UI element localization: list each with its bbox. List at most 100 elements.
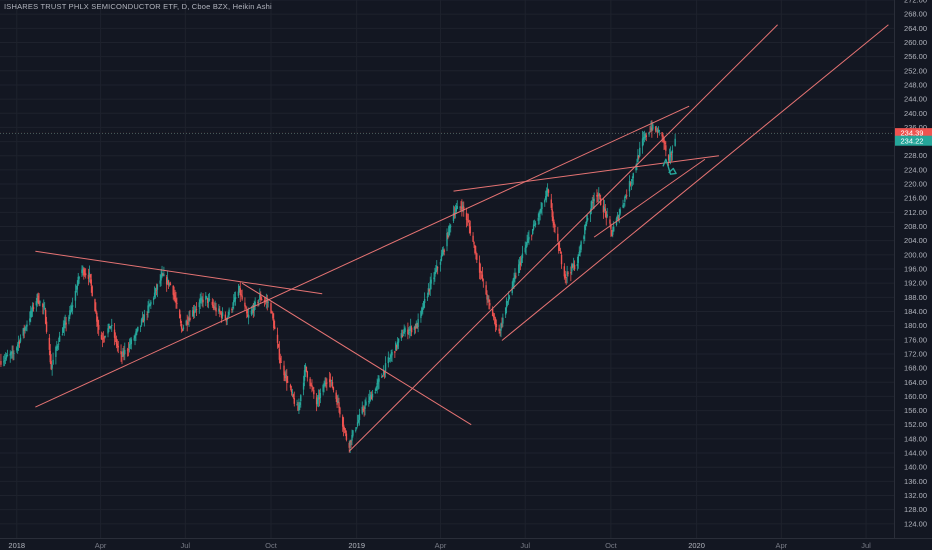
candle-body: [5, 354, 8, 358]
candle-body: [274, 326, 276, 330]
candle: [237, 284, 240, 299]
candle-body: [55, 347, 57, 357]
candle-body: [626, 195, 628, 197]
candle: [662, 133, 664, 143]
candle: [448, 225, 450, 238]
candle: [485, 281, 487, 295]
candle: [186, 314, 188, 332]
candle: [570, 266, 572, 282]
candle: [30, 305, 32, 323]
candle: [414, 323, 417, 334]
trendline[interactable]: [348, 24, 778, 452]
candle-body: [395, 342, 397, 351]
candle-body: [502, 317, 504, 324]
candle-body: [0, 361, 2, 365]
candle-body: [193, 311, 196, 313]
candle-body: [525, 245, 527, 249]
candle: [304, 363, 307, 378]
candle-body: [133, 338, 135, 340]
trendline[interactable]: [453, 155, 719, 192]
price-tick-label: 244.00: [904, 95, 927, 104]
price-tick-label: 240.00: [904, 109, 927, 118]
candle-body: [606, 214, 608, 217]
candle: [342, 414, 344, 432]
candle: [524, 241, 526, 254]
candle: [58, 331, 61, 342]
candle: [583, 234, 585, 244]
candle: [94, 298, 96, 312]
candle: [95, 302, 97, 314]
candle-body: [173, 292, 175, 296]
candle: [130, 337, 133, 350]
candle-body: [12, 352, 14, 354]
trendline[interactable]: [35, 250, 323, 295]
candle: [100, 331, 103, 340]
candle: [96, 311, 98, 327]
candle: [127, 342, 130, 357]
candle-body: [56, 346, 58, 349]
candle: [44, 307, 47, 325]
candle: [664, 140, 666, 150]
trendline[interactable]: [501, 24, 889, 341]
candle-body: [311, 385, 313, 387]
candle: [128, 338, 131, 353]
candle-body: [427, 288, 430, 295]
price-axis[interactable]: 124.00 128.00 132.00 136.00 140.00 144.00 148.…: [904, 0, 927, 528]
candle-body: [375, 387, 377, 391]
candle: [440, 249, 443, 262]
trendline[interactable]: [35, 105, 690, 408]
candle: [566, 265, 568, 284]
candle: [296, 399, 298, 406]
candle-body: [247, 314, 249, 317]
candle: [554, 223, 556, 234]
candle-body: [63, 323, 65, 329]
candle-body: [194, 309, 197, 311]
candle: [540, 201, 542, 214]
candle: [162, 273, 164, 277]
candle: [433, 272, 435, 285]
candle: [624, 195, 626, 207]
candle: [84, 267, 86, 277]
trendline[interactable]: [241, 282, 472, 426]
candle-body: [319, 392, 322, 399]
candle: [169, 281, 172, 286]
candle-body: [635, 165, 637, 171]
candle: [91, 285, 93, 297]
candle: [584, 224, 586, 242]
trendlines[interactable]: [35, 24, 889, 452]
price-tick-label: 204.00: [904, 236, 927, 245]
candle-body: [287, 381, 289, 383]
candle: [364, 399, 366, 416]
candle: [466, 213, 469, 226]
candle: [98, 319, 100, 336]
candle-body: [62, 327, 65, 333]
candle: [123, 345, 125, 361]
candle: [254, 297, 256, 310]
candle: [476, 252, 478, 263]
candle: [246, 306, 248, 319]
candle: [167, 280, 170, 290]
candle: [645, 132, 647, 142]
candle-body: [352, 430, 354, 436]
candle-body: [417, 319, 419, 328]
candle: [628, 175, 631, 197]
candle-body: [305, 366, 308, 372]
candle-body: [185, 320, 187, 326]
candle: [286, 368, 288, 391]
candle-body: [654, 127, 657, 131]
time-axis[interactable]: 2018 Apr Jul Oct 2019 Apr Jul Oct 2020 Apr Jul: [8, 541, 871, 550]
candle-body: [239, 288, 241, 296]
candle: [71, 302, 73, 313]
candle-body: [413, 326, 416, 330]
candle-body: [396, 341, 399, 347]
candle: [165, 275, 168, 292]
candle: [429, 276, 431, 297]
candle-body: [233, 297, 236, 302]
candle-body: [238, 286, 241, 292]
candle-body: [638, 156, 640, 158]
trendline[interactable]: [593, 158, 706, 238]
candle: [558, 241, 560, 254]
candle-body: [78, 277, 80, 279]
candle: [325, 377, 327, 388]
